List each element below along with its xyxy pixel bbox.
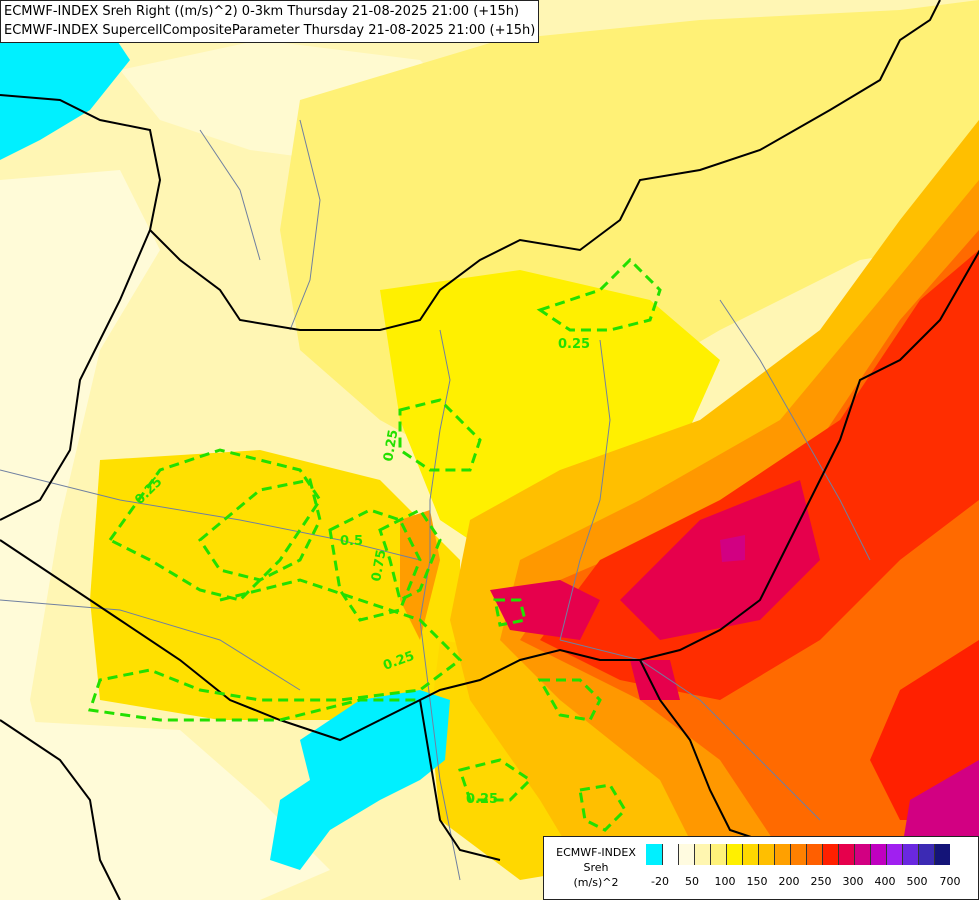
legend-ticks: -20 50 100 150 200 250 300 400 500 700 — [544, 875, 978, 889]
legend-swatches — [646, 844, 950, 865]
legend-label: ECMWF-INDEX Sreh (m/s)^2 — [548, 845, 644, 890]
southeast-red — [870, 640, 979, 820]
legend-swatch — [918, 844, 934, 865]
scp-label: 0.75 — [369, 548, 389, 582]
legend-swatch — [774, 844, 790, 865]
legend-tick-label: 250 — [810, 875, 832, 888]
pale-field-south — [0, 720, 330, 900]
scp-contours — [88, 257, 662, 832]
scp-label: 0.25 — [466, 792, 498, 807]
legend-swatch — [822, 844, 838, 865]
rivers — [0, 119, 871, 881]
legend-swatch — [758, 844, 774, 865]
legend-unit: (m/s)^2 — [573, 876, 619, 889]
cyan-area-south — [270, 690, 450, 870]
legend-tick-label: 200 — [778, 875, 800, 888]
pale-field-west — [0, 170, 160, 900]
scp-label: 0.25 — [381, 428, 401, 462]
legend-swatch — [742, 844, 758, 865]
purple-spot — [720, 535, 745, 562]
legend-swatch — [854, 844, 870, 865]
legend-tick-label: 100 — [714, 875, 736, 888]
scp-label: 0.5 — [340, 534, 363, 549]
legend-swatch — [694, 844, 710, 865]
legend-tick-label: 700 — [939, 875, 961, 888]
legend-swatch — [806, 844, 822, 865]
legend-tick-label: 500 — [906, 875, 928, 888]
legend-swatch — [646, 844, 662, 865]
legend-swatch — [678, 844, 694, 865]
legend-swatch — [934, 844, 950, 865]
magenta-core-2 — [490, 580, 600, 640]
legend-swatch — [662, 844, 678, 865]
legend-tick-label: -20 — [651, 875, 669, 888]
legend-tick-label: 400 — [874, 875, 896, 888]
legend-tick-label: 300 — [842, 875, 864, 888]
legend-swatch — [886, 844, 902, 865]
southeast-magenta — [900, 760, 979, 860]
legend-swatch — [710, 844, 726, 865]
legend-swatch — [726, 844, 742, 865]
magenta-core — [620, 480, 820, 640]
title-scp: ECMWF-INDEX SupercellCompositeParameter … — [4, 23, 536, 38]
cyan-area-northwest — [0, 30, 130, 160]
legend-source: ECMWF-INDEX — [556, 846, 636, 859]
title-sreh: ECMWF-INDEX Sreh Right ((m/s)^2) 0-3km T… — [4, 4, 520, 19]
magenta-core-3 — [630, 660, 680, 700]
legend-swatch — [902, 844, 918, 865]
map-title-box: ECMWF-INDEX Sreh Right ((m/s)^2) 0-3km T… — [0, 0, 540, 43]
legend-swatch — [870, 844, 886, 865]
legend-swatch — [790, 844, 806, 865]
color-legend: ECMWF-INDEX Sreh (m/s)^2 -20 50 100 150 200 2… — [543, 836, 979, 900]
legend-tick-label: 150 — [746, 875, 768, 888]
legend-tick-label: 50 — [685, 875, 699, 888]
legend-swatch — [838, 844, 854, 865]
scp-label: 0.25 — [558, 337, 590, 352]
legend-variable: Sreh — [583, 861, 609, 874]
